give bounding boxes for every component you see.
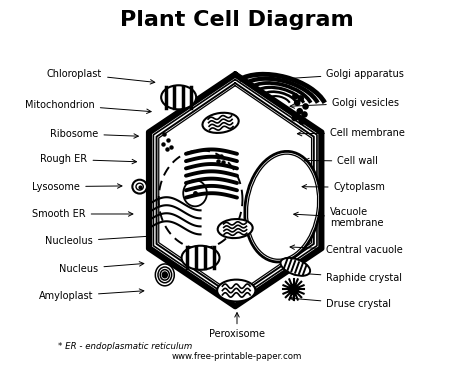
Text: Nucleus: Nucleus (59, 262, 144, 274)
Ellipse shape (161, 85, 196, 109)
Text: Chloroplast: Chloroplast (47, 68, 155, 84)
Circle shape (302, 103, 309, 110)
Text: Plant Cell Diagram: Plant Cell Diagram (120, 10, 354, 30)
Ellipse shape (202, 113, 239, 133)
Circle shape (301, 111, 308, 118)
Text: Druse crystal: Druse crystal (290, 296, 392, 309)
Text: Peroxisome: Peroxisome (209, 313, 265, 339)
Ellipse shape (183, 180, 207, 206)
Text: * ER - endoplasmatic reticulum: * ER - endoplasmatic reticulum (58, 343, 192, 351)
Text: Lysosome: Lysosome (32, 182, 122, 192)
Circle shape (296, 108, 303, 115)
Text: Cytoplasm: Cytoplasm (302, 182, 385, 193)
Ellipse shape (163, 273, 167, 277)
Text: Cell wall: Cell wall (305, 156, 378, 166)
Ellipse shape (132, 180, 147, 194)
Text: Vacuole
membrane: Vacuole membrane (294, 207, 383, 228)
Ellipse shape (217, 280, 255, 302)
Circle shape (294, 100, 301, 106)
Circle shape (292, 115, 298, 122)
Circle shape (299, 119, 305, 125)
Text: www.free-printable-paper.com: www.free-printable-paper.com (172, 352, 302, 361)
Circle shape (298, 95, 304, 102)
Ellipse shape (218, 219, 253, 238)
Ellipse shape (182, 246, 219, 270)
Text: Golgi apparatus: Golgi apparatus (283, 68, 404, 81)
Text: Amyloplast: Amyloplast (38, 289, 144, 301)
Circle shape (292, 93, 299, 100)
Text: Central vacuole: Central vacuole (290, 245, 403, 255)
Text: Rough ER: Rough ER (40, 154, 137, 164)
Text: Raphide crystal: Raphide crystal (290, 271, 402, 283)
Text: Ribosome: Ribosome (50, 129, 138, 139)
Text: Nucleolus: Nucleolus (45, 234, 151, 246)
Circle shape (288, 284, 300, 295)
Text: Cell membrane: Cell membrane (297, 128, 405, 138)
Text: Mitochondrion: Mitochondrion (25, 100, 151, 113)
Text: Golgi vesicles: Golgi vesicles (290, 98, 399, 108)
Text: Smooth ER: Smooth ER (32, 209, 133, 219)
Ellipse shape (281, 258, 310, 276)
Ellipse shape (245, 152, 320, 262)
